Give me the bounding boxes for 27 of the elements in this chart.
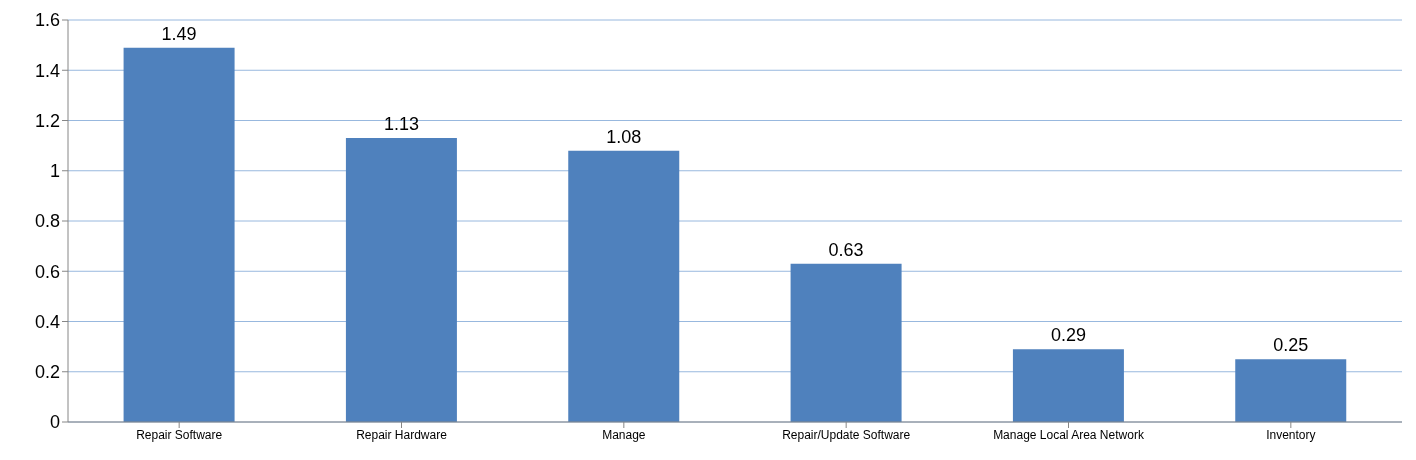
x-tick-label: Repair/Update Software — [782, 427, 911, 442]
bar — [790, 263, 902, 422]
x-tick-label: Inventory — [1266, 427, 1316, 442]
data-label: 0.29 — [1050, 325, 1086, 346]
y-tick-label: 1 — [49, 161, 60, 182]
y-tick-label: 0.2 — [34, 362, 60, 383]
data-label: 0.25 — [1273, 335, 1309, 356]
bar — [1235, 359, 1347, 422]
bar — [1012, 349, 1124, 422]
data-label: 1.13 — [383, 114, 419, 135]
data-label: 1.49 — [161, 23, 197, 44]
y-tick-label: 0.8 — [34, 211, 60, 232]
bar — [568, 150, 680, 422]
x-tick-label: Repair Hardware — [356, 427, 448, 442]
y-tick-label: 1.4 — [34, 60, 60, 81]
data-label: 0.63 — [828, 239, 864, 260]
bar — [345, 138, 457, 422]
y-tick-label: 1.2 — [34, 110, 60, 131]
y-tick-label: 0.6 — [34, 261, 60, 282]
x-tick-label: Repair Software — [136, 427, 223, 442]
bar — [123, 47, 235, 422]
data-label: 1.08 — [606, 126, 642, 147]
x-tick-label: Manage — [602, 427, 646, 442]
x-tick-label: Manage Local Area Network — [993, 427, 1145, 442]
y-tick-label: 1.6 — [34, 10, 60, 31]
y-tick-label: 0 — [49, 412, 60, 433]
y-tick-label: 0.4 — [34, 311, 60, 332]
